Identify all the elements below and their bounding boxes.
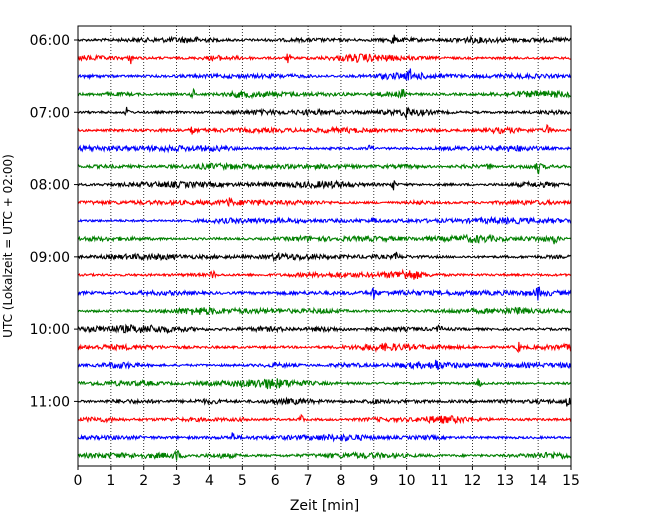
x-tick-label: 13	[496, 473, 514, 489]
trace-row-09:30	[77, 286, 572, 301]
x-axis-title: Zeit [min]	[290, 498, 359, 514]
trace-row-06:30	[77, 68, 572, 82]
trace-row-09:45	[77, 306, 572, 316]
x-tick-label: 0	[74, 473, 83, 489]
trace-row-08:30	[77, 215, 572, 225]
trace-row-06:45	[77, 87, 572, 100]
x-tick-label: 10	[398, 473, 416, 489]
trace-row-08:15	[77, 197, 572, 208]
plot-background	[78, 26, 571, 466]
x-tick-label: 5	[238, 473, 247, 489]
trace-row-08:00	[77, 179, 572, 191]
x-tick-label: 6	[271, 473, 280, 489]
trace-row-11:15	[77, 413, 572, 425]
trace-row-07:45	[77, 161, 572, 175]
trace-row-08:45	[77, 233, 572, 245]
trace-row-06:15	[77, 53, 572, 65]
y-tick-label: 06:00	[30, 33, 70, 49]
trace-row-06:00	[77, 34, 572, 45]
trace-row-09:15	[77, 268, 572, 280]
y-tick-label: 09:00	[30, 250, 70, 266]
x-tick-label: 14	[529, 473, 547, 489]
x-axis-ticks: 0 1 2 3 4 5 6 7 8 9 10 11 12 13 14 15	[74, 466, 580, 489]
trace-row-07:30	[77, 143, 572, 154]
trace-row-09:00	[77, 251, 572, 263]
trace-row-11:45	[77, 449, 572, 461]
x-tick-label: 15	[562, 473, 580, 489]
y-tick-label: 10:00	[30, 322, 70, 338]
trace-row-11:30	[77, 432, 572, 443]
y-axis-ticks: 06:00 07:00 08:00 09:00 10:00 11:00	[30, 33, 78, 410]
y-axis-title: UTC (Lokalzeit = UTC + 02:00)	[1, 154, 15, 338]
x-tick-label: 4	[205, 473, 214, 489]
y-tick-label: 08:00	[30, 178, 70, 194]
x-tick-label: 7	[304, 473, 313, 489]
plot-frame	[77, 25, 572, 467]
x-tick-label: 9	[369, 473, 378, 489]
trace-row-10:45	[77, 378, 572, 390]
x-tick-label: 1	[106, 473, 115, 489]
trace-row-10:00	[77, 323, 572, 335]
trace-row-07:00	[77, 106, 572, 121]
x-tick-label: 12	[463, 473, 481, 489]
seismic-traces	[77, 34, 572, 461]
trace-row-10:30	[77, 359, 572, 371]
trace-row-07:15	[77, 123, 572, 135]
x-tick-label: 11	[431, 473, 449, 489]
trace-row-11:00	[77, 396, 572, 407]
y-tick-label: 07:00	[30, 105, 70, 121]
trace-row-10:15	[77, 341, 572, 354]
x-tick-label: 2	[139, 473, 148, 489]
x-tick-label: 3	[172, 473, 181, 489]
y-tick-label: 11:00	[30, 394, 70, 410]
x-tick-label: 8	[336, 473, 345, 489]
